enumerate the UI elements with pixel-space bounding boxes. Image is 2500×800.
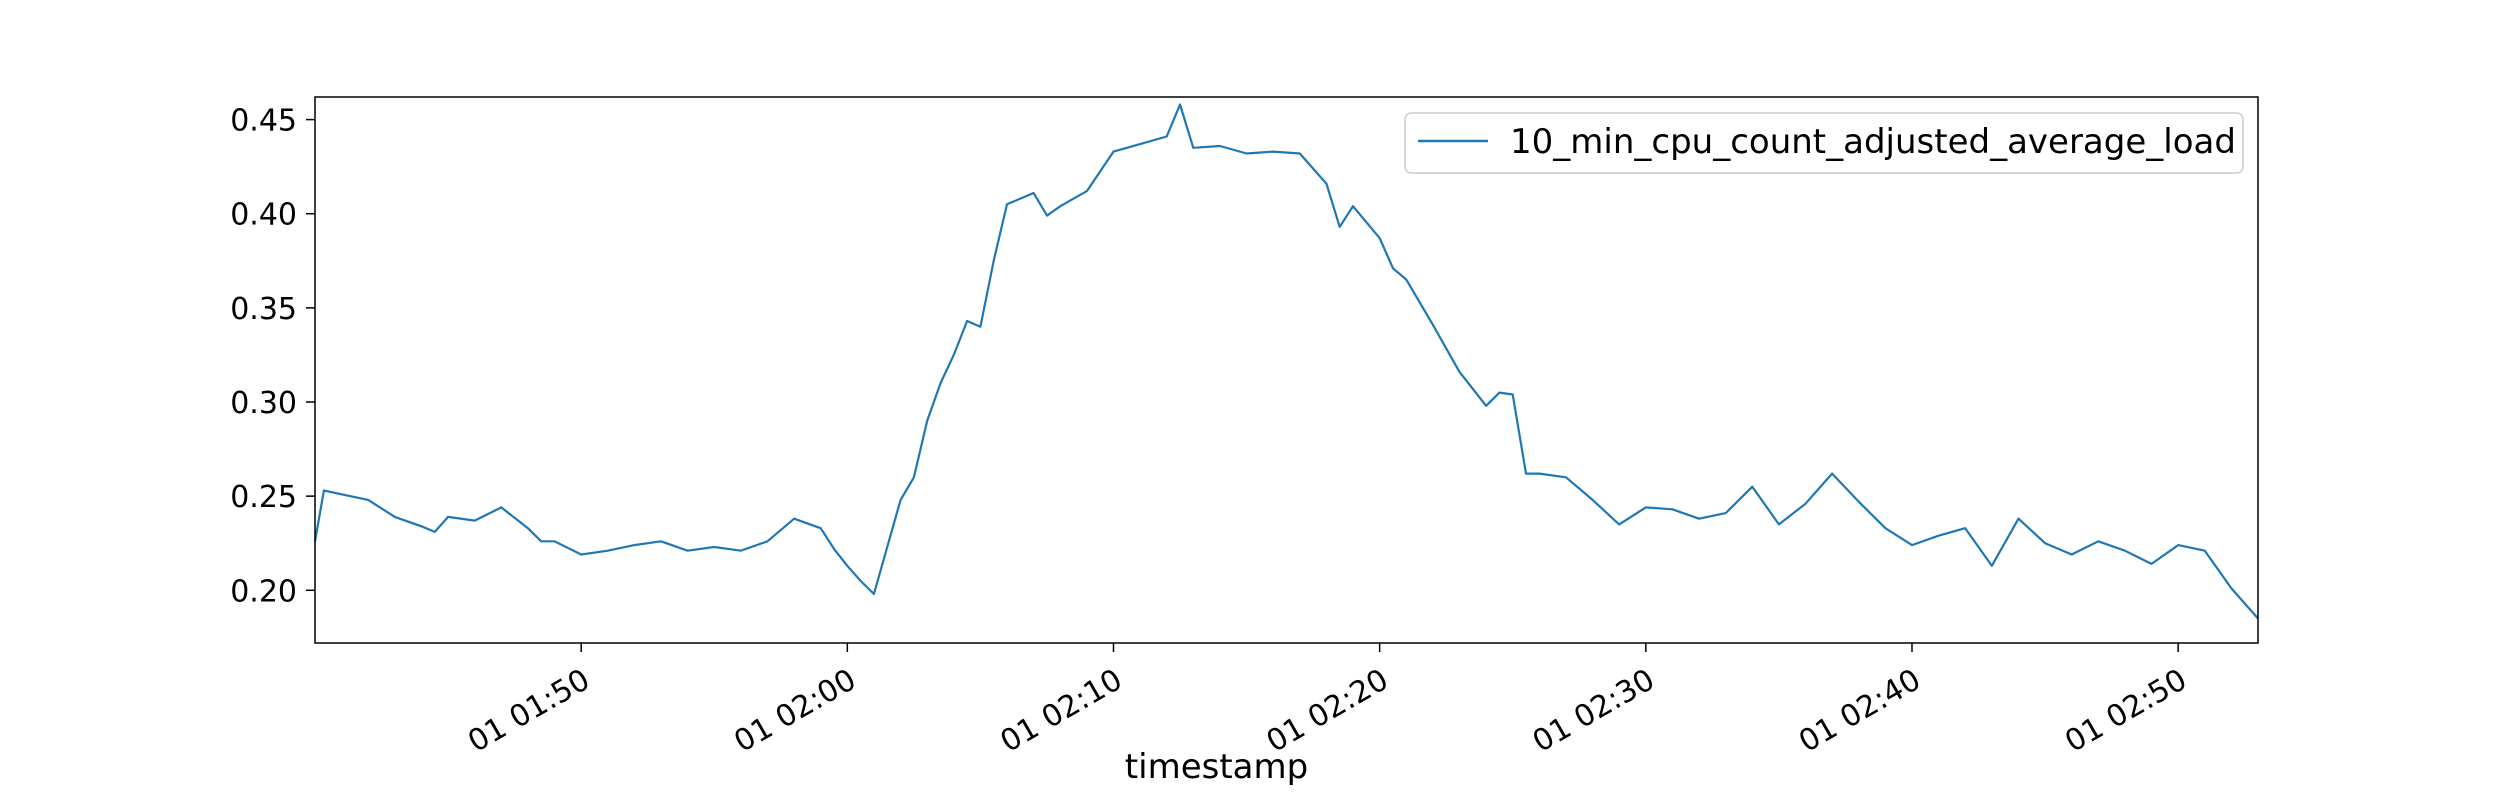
axes: 0.20 0.25 0.30 0.35 0.40 0.45 01 01:50 01 02:00…: [230, 96, 2259, 760]
x-axis-label: timestamp: [1125, 747, 1308, 787]
x-tick-label: 01 01:50: [462, 662, 596, 759]
y-tick-label: 0.45: [230, 104, 297, 139]
y-tick-label: 0.35: [230, 292, 297, 327]
x-tick-label: 01 02:00: [728, 662, 862, 759]
y-tick-label: 0.40: [230, 198, 297, 233]
y-tick-label: 0.30: [230, 386, 297, 421]
legend-box: [1404, 112, 2244, 174]
legend-entry-label: 10_min_cpu_count_adjusted_average_load: [1510, 122, 2236, 162]
y-tick-label: 0.20: [230, 574, 297, 609]
x-tick-label: 01 02:30: [1527, 662, 1661, 759]
x-tick-label: 01 02:40: [1793, 662, 1927, 759]
legend: 10_min_cpu_count_adjusted_average_load: [1404, 112, 2244, 174]
x-tick-label: 01 02:50: [2059, 662, 2193, 759]
plot-area: [313, 103, 2259, 620]
x-tick-label: 01 02:10: [995, 662, 1129, 759]
x-tick-label: 01 02:20: [1261, 662, 1395, 759]
plot-frame: [314, 96, 2259, 644]
series-line: [313, 103, 2259, 620]
y-tick-label: 0.25: [230, 480, 297, 515]
